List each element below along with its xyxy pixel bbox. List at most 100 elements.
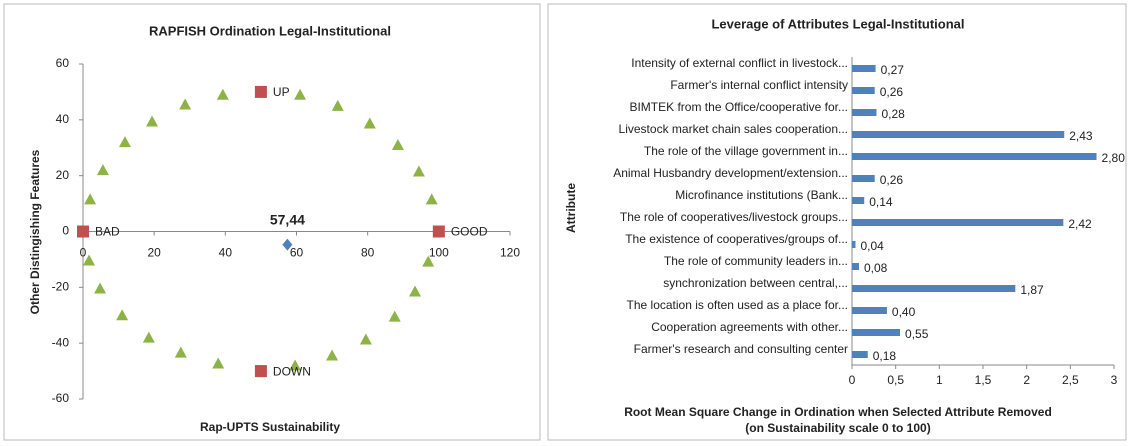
value-label: 0,04 [860, 239, 884, 253]
x-tick-label: 2 [1023, 373, 1030, 387]
point [212, 357, 225, 369]
x-tick-label: 80 [361, 246, 375, 260]
point [289, 359, 302, 371]
x-tick-label: 0 [80, 246, 87, 260]
x-tick-label: 100 [429, 246, 449, 260]
x-tick-label: 3 [1111, 373, 1118, 387]
value-label: 0,55 [905, 327, 929, 341]
x-tick-label: 2,5 [1062, 373, 1079, 387]
x-axis-title: Root Mean Square Change in Ordination wh… [624, 405, 1052, 419]
bar [852, 153, 1097, 160]
point [331, 99, 344, 111]
y-tick-label: synchronization between central,... [663, 276, 848, 290]
point [363, 117, 376, 129]
point [412, 165, 425, 177]
point [359, 333, 372, 345]
x-tick-label: 0,5 [887, 373, 904, 387]
y-tick-label: Farmer's internal conflict intensity [670, 78, 848, 92]
value-label: 0,40 [892, 305, 916, 319]
y-tick-label: Intensity of external conflict in livest… [631, 56, 848, 70]
x-tick-label: 40 [219, 246, 233, 260]
bar [852, 131, 1065, 138]
bar [852, 307, 887, 314]
point [174, 346, 187, 358]
y-tick-label: The location is often used as a place fo… [627, 298, 848, 312]
point-label: UP [273, 85, 290, 99]
point [254, 85, 267, 98]
chart-title: RAPFISH Ordination Legal-Institutional [149, 23, 391, 38]
bar [852, 175, 875, 182]
bar [852, 351, 868, 358]
value-label: 0,26 [880, 173, 904, 187]
point [425, 193, 438, 205]
value-label: 0,26 [880, 85, 904, 99]
point [116, 309, 129, 321]
point [142, 331, 155, 343]
y-tick-label: The role of community leaders in... [664, 254, 848, 268]
value-label: 2,80 [1102, 151, 1126, 165]
y-tick-label: The role of the village government in... [644, 144, 848, 158]
point [216, 88, 229, 100]
value-label: 0,18 [873, 349, 897, 363]
point [408, 285, 421, 297]
y-tick-label: BIMTEK from the Office/cooperative for..… [629, 100, 848, 114]
x-tick-label: 60 [290, 246, 304, 260]
bar [852, 329, 901, 336]
value-label: 0,27 [881, 63, 905, 77]
y-tick-label: 20 [56, 168, 70, 182]
x-axis-title: Rap-UPTS Sustainability [200, 420, 340, 434]
point [146, 115, 159, 127]
bar [852, 285, 1016, 292]
point [294, 88, 307, 100]
y-axis-title: Other Distingishing Features [28, 149, 42, 314]
point [282, 238, 293, 251]
point [83, 254, 96, 266]
bar [852, 263, 859, 270]
x-tick-label: 1 [936, 373, 943, 387]
left-panel [3, 3, 541, 441]
y-tick-label: 0 [62, 224, 69, 238]
point [422, 255, 435, 267]
point-label: GOOD [451, 225, 488, 239]
x-tick-label: 0 [849, 373, 856, 387]
point-label: DOWN [273, 364, 311, 378]
point [391, 138, 404, 150]
value-label: 0,28 [881, 107, 905, 121]
point [179, 98, 192, 110]
bar [852, 109, 877, 116]
point [84, 193, 97, 205]
y-tick-label: 60 [56, 56, 70, 70]
x-tick-label: 20 [147, 246, 161, 260]
bar [852, 87, 875, 94]
point-label: 57,44 [270, 211, 305, 227]
y-tick-label: Livestock market chain sales cooperation… [619, 122, 848, 136]
x-tick-label: 120 [500, 246, 520, 260]
y-tick-label: Farmer's research and consulting center [634, 342, 848, 356]
value-label: 1,87 [1020, 283, 1044, 297]
point [254, 365, 267, 378]
x-tick-label: 1,5 [975, 373, 992, 387]
point [326, 349, 339, 361]
bar [852, 241, 856, 248]
bar [852, 65, 876, 72]
y-tick-label: The role of cooperatives/livestock group… [620, 210, 848, 224]
point [77, 225, 89, 238]
point [118, 136, 131, 148]
y-tick-label: 40 [56, 112, 70, 126]
bar [852, 219, 1064, 226]
point [94, 282, 107, 294]
y-tick-label: -60 [52, 391, 70, 405]
value-label: 0,08 [864, 261, 888, 275]
value-label: 2,43 [1069, 129, 1093, 143]
point [388, 310, 401, 322]
point-label: BAD [95, 225, 120, 239]
point [432, 225, 445, 238]
point [96, 164, 109, 176]
y-tick-label: -40 [52, 335, 70, 349]
chart-title: Leverage of Attributes Legal-Institution… [711, 16, 964, 31]
y-tick-label: The existence of cooperatives/groups of.… [625, 232, 848, 246]
y-tick-label: -20 [52, 280, 70, 294]
value-label: 0,14 [869, 195, 893, 209]
y-tick-label: Cooperation agreements with other... [651, 320, 848, 334]
